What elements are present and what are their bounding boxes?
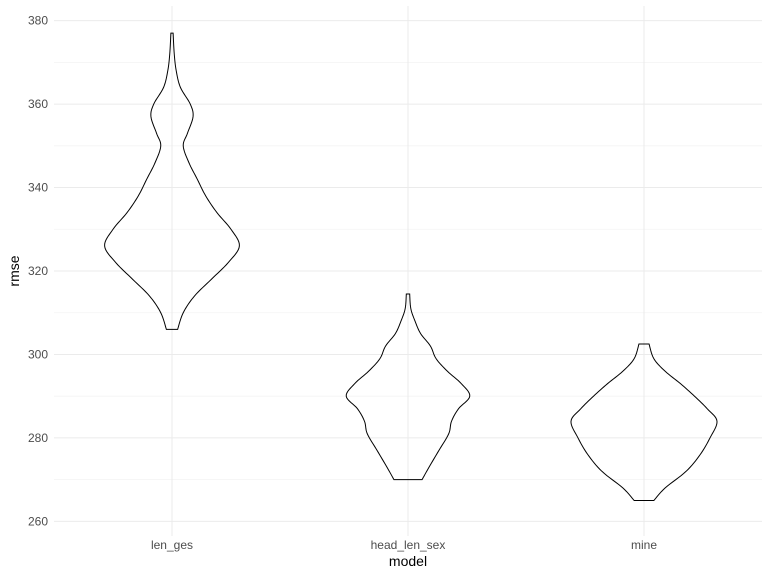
y-tick-label: 380 (28, 14, 48, 28)
y-axis-ticks: 260 280 300 320 340 360 380 (28, 14, 48, 529)
violin-len_ges (104, 32, 240, 330)
x-axis-ticks: len_ges head_len_sex mine (151, 538, 657, 552)
y-tick-label: 320 (28, 264, 48, 278)
y-tick-label: 340 (28, 181, 48, 195)
y-tick-label: 360 (28, 97, 48, 111)
y-tick-label: 300 (28, 347, 48, 361)
x-axis-title: model (389, 553, 427, 569)
x-tick-label: head_len_sex (371, 538, 446, 552)
grid (54, 6, 762, 536)
y-tick-label: 260 (28, 514, 48, 528)
y-tick-label: 280 (28, 431, 48, 445)
violin-mine (570, 343, 718, 502)
x-tick-label: len_ges (151, 538, 193, 552)
violin-head_len_sex (345, 293, 471, 481)
violins (104, 32, 718, 502)
x-tick-label: mine (631, 538, 657, 552)
y-axis-title: rmse (6, 255, 22, 286)
